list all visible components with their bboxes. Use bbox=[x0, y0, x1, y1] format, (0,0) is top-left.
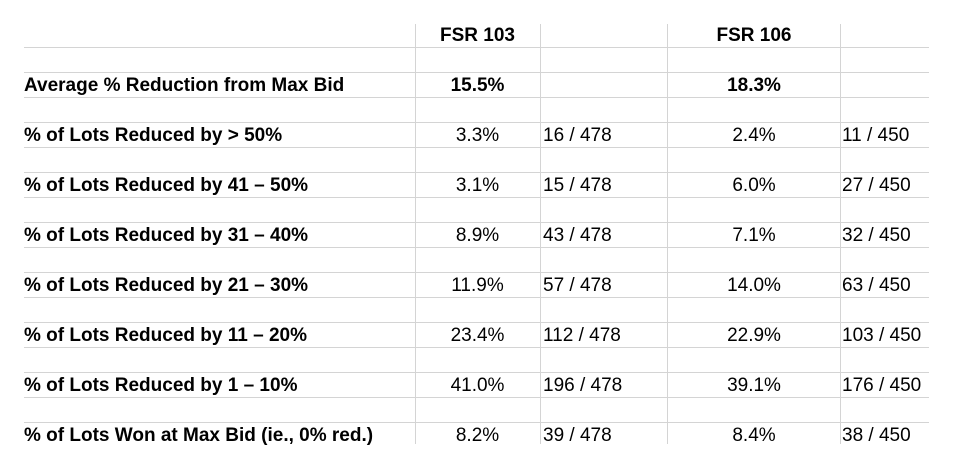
row-label: % of Lots Reduced by 21 – 30% bbox=[24, 275, 309, 296]
row-count-fsr103: 57 / 478 bbox=[543, 275, 612, 296]
row-count-fsr103: 39 / 478 bbox=[543, 425, 612, 446]
grid-line bbox=[24, 197, 929, 198]
row-pct-fsr103: 8.2% bbox=[455, 425, 500, 446]
row-count-fsr103: 112 / 478 bbox=[543, 325, 621, 346]
row-count-fsr103: 15 / 478 bbox=[543, 175, 612, 196]
grid-line bbox=[24, 297, 929, 298]
grid-line bbox=[24, 97, 929, 98]
average-label: Average % Reduction from Max Bid bbox=[24, 75, 345, 96]
row-pct-fsr106: 7.1% bbox=[732, 225, 776, 246]
row-count-fsr106: 103 / 450 bbox=[842, 325, 922, 346]
grid-line bbox=[24, 372, 929, 373]
row-count-fsr106: 38 / 450 bbox=[842, 425, 911, 446]
grid-line bbox=[24, 47, 929, 48]
header-fsr106: FSR 106 bbox=[716, 25, 792, 46]
row-count-fsr106: 11 / 450 bbox=[842, 125, 910, 146]
row-pct-fsr106: 8.4% bbox=[732, 425, 776, 446]
row-pct-fsr106: 14.0% bbox=[727, 275, 781, 296]
row-count-fsr103: 196 / 478 bbox=[543, 375, 623, 396]
grid-line bbox=[24, 222, 929, 223]
row-count-fsr106: 176 / 450 bbox=[842, 375, 922, 396]
row-label: % of Lots Reduced by > 50% bbox=[24, 125, 283, 146]
grid-line bbox=[24, 122, 929, 123]
row-label: % of Lots Reduced by 11 – 20% bbox=[24, 325, 307, 346]
average-fsr106: 18.3% bbox=[727, 75, 781, 96]
row-count-fsr103: 43 / 478 bbox=[543, 225, 612, 246]
grid-line bbox=[540, 24, 541, 444]
row-count-fsr103: 16 / 478 bbox=[543, 125, 612, 146]
row-count-fsr106: 63 / 450 bbox=[842, 275, 911, 296]
grid-line bbox=[840, 24, 841, 444]
row-label: % of Lots Reduced by 41 – 50% bbox=[24, 175, 309, 196]
grid-line bbox=[24, 347, 929, 348]
grid-line bbox=[24, 322, 929, 323]
row-label: % of Lots Won at Max Bid (ie., 0% red.) bbox=[24, 425, 374, 446]
row-pct-fsr103: 23.4% bbox=[450, 325, 505, 346]
grid-line bbox=[667, 24, 668, 444]
row-pct-fsr106: 6.0% bbox=[732, 175, 776, 196]
row-pct-fsr103: 3.1% bbox=[455, 175, 500, 196]
row-pct-fsr103: 3.3% bbox=[455, 125, 500, 146]
header-fsr103: FSR 103 bbox=[440, 25, 515, 46]
grid-line bbox=[24, 147, 929, 148]
row-pct-fsr103: 8.9% bbox=[455, 225, 500, 246]
row-pct-fsr106: 22.9% bbox=[727, 325, 781, 346]
grid-line bbox=[415, 24, 416, 444]
spreadsheet-table: FSR 103 FSR 106 Average % Reduction from… bbox=[24, 24, 929, 446]
grid-line bbox=[24, 272, 929, 273]
row-count-fsr106: 27 / 450 bbox=[842, 175, 911, 196]
row-label: % of Lots Reduced by 1 – 10% bbox=[24, 375, 298, 396]
grid-line bbox=[24, 172, 929, 173]
grid-line bbox=[24, 72, 929, 73]
row-pct-fsr106: 2.4% bbox=[732, 125, 776, 146]
grid-line bbox=[24, 422, 929, 423]
row-pct-fsr106: 39.1% bbox=[727, 375, 781, 396]
row-pct-fsr103: 11.9% bbox=[451, 275, 504, 296]
row-count-fsr106: 32 / 450 bbox=[842, 225, 911, 246]
average-fsr103: 15.5% bbox=[450, 75, 505, 96]
row-pct-fsr103: 41.0% bbox=[450, 375, 505, 396]
grid-line bbox=[24, 247, 929, 248]
row-label: % of Lots Reduced by 31 – 40% bbox=[24, 225, 309, 246]
grid-line bbox=[24, 397, 929, 398]
